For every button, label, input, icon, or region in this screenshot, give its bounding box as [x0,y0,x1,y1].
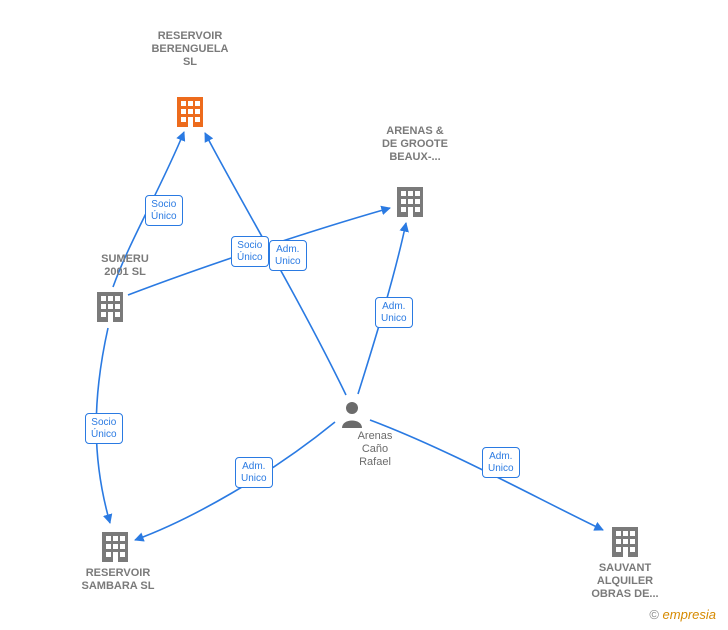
edge-label-arenas_rafael-reservoir_berenguela: Adm.Unico [269,240,307,271]
copyright: © empresia [649,607,716,622]
node-reservoir_sambara[interactable] [100,530,130,562]
edge-label-sumeru-reservoir_berenguela: SocioÚnico [145,195,183,226]
node-sauvant[interactable] [610,525,640,557]
edge-label-sumeru-arenas_degroote: SocioÚnico [231,236,269,267]
node-label-arenas_rafael: ArenasCañoRafael [330,430,420,470]
node-sumeru[interactable] [95,290,125,322]
edge-label-sumeru-reservoir_sambara: SocioÚnico [85,413,123,444]
node-reservoir_berenguela[interactable] [175,95,205,127]
node-label-sumeru: SUMERU2001 SL [80,253,170,279]
node-label-arenas_degroote: ARENAS &DE GROOTEBEAUX-... [370,125,460,165]
node-arenas_degroote[interactable] [395,185,425,217]
node-arenas_rafael[interactable] [340,400,364,428]
edge-label-arenas_rafael-sauvant: Adm.Unico [482,447,520,478]
node-label-reservoir_berenguela: RESERVOIRBERENGUELASL [145,30,235,70]
edge-label-arenas_rafael-reservoir_sambara: Adm.Unico [235,457,273,488]
copyright-brand: empresia [663,607,716,622]
copyright-symbol: © [649,607,659,622]
node-label-sauvant: SAUVANTALQUILEROBRAS DE... [580,562,670,602]
edge-label-arenas_rafael-arenas_degroote: Adm.Unico [375,297,413,328]
node-label-reservoir_sambara: RESERVOIRSAMBARA SL [73,567,163,593]
